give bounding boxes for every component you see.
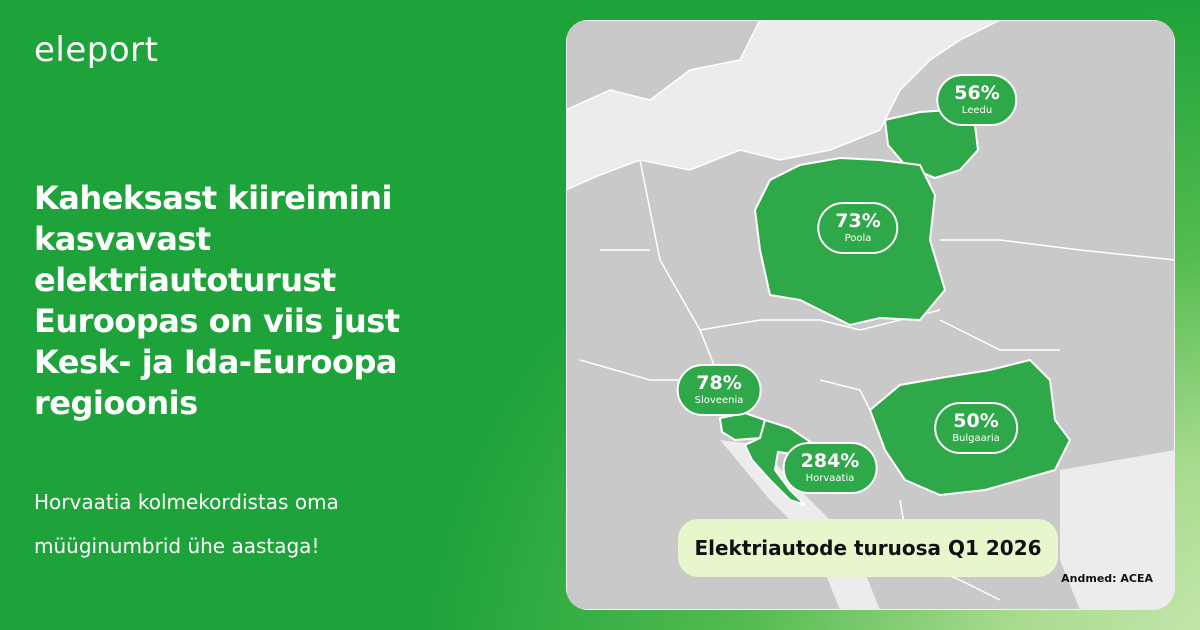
black-sea bbox=[1060, 450, 1175, 610]
region-name: Horvaatia bbox=[805, 473, 855, 484]
map bbox=[566, 20, 1175, 610]
map-card: 56% Leedu 73% Poola 78% Sloveenia 284% Horvaati… bbox=[566, 20, 1175, 610]
source: Andmed: ACEA bbox=[1061, 572, 1153, 585]
croatia bbox=[743, 418, 817, 506]
region-pill: 50% Bulgaaria bbox=[934, 402, 1018, 454]
region-value: 78% bbox=[696, 372, 742, 394]
lithuania bbox=[883, 108, 980, 180]
subtitle: Horvaatia kolmekordistas oma müüginumbri… bbox=[34, 490, 339, 558]
region-pill: 78% Sloveenia bbox=[676, 364, 762, 416]
region-value: 56% bbox=[954, 82, 1000, 104]
map-title: Elektriautode turuosa Q1 2026 bbox=[678, 519, 1058, 577]
region-name: Poola bbox=[844, 233, 872, 244]
region-pill: 73% Poola bbox=[817, 202, 899, 254]
region-name: Sloveenia bbox=[694, 395, 744, 406]
scandinavia bbox=[566, 20, 761, 111]
headline: Kaheksast kiireimini kasvavast elektriau… bbox=[34, 179, 400, 422]
region-value: 284% bbox=[800, 450, 860, 472]
brand-logo: eleport bbox=[34, 30, 159, 70]
region-pill: 284% Horvaatia bbox=[782, 442, 878, 494]
region-value: 50% bbox=[953, 410, 999, 432]
region-pill: 56% Leedu bbox=[936, 74, 1018, 126]
region-value: 73% bbox=[835, 210, 881, 232]
region-name: Bulgaaria bbox=[952, 433, 1000, 444]
region-name: Leedu bbox=[961, 105, 993, 116]
slovenia bbox=[718, 411, 767, 442]
